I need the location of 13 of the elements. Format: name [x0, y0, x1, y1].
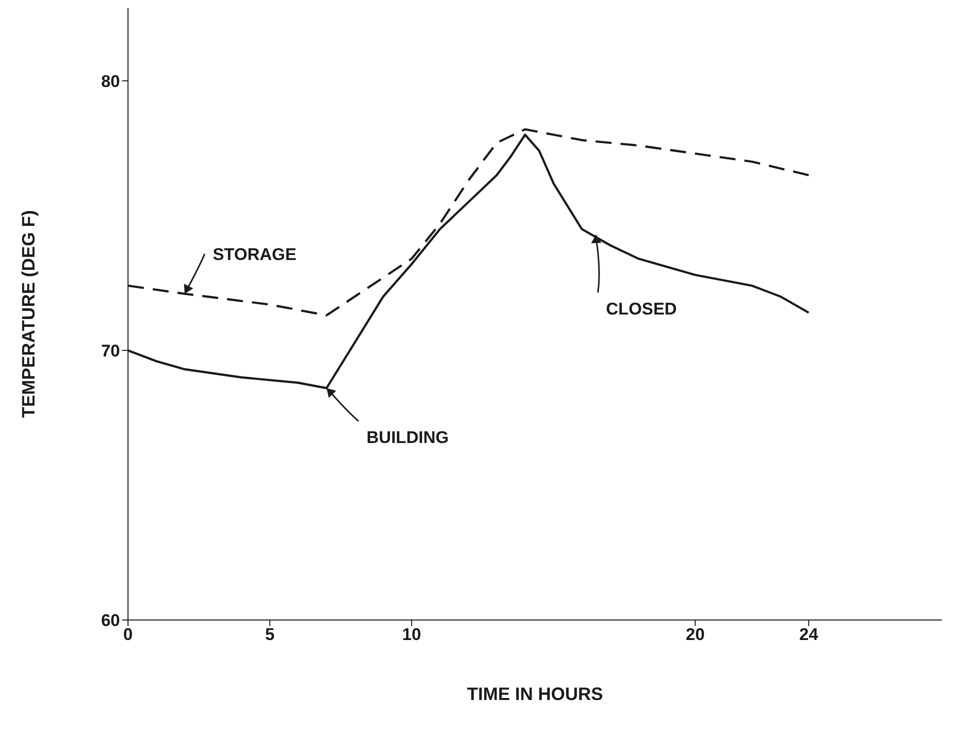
series-label: STORAGE [212, 244, 296, 264]
x-tick-label: 20 [686, 625, 705, 644]
x-tick-label: 24 [799, 625, 819, 644]
x-tick-label: 0 [123, 625, 133, 644]
y-tick-label: 70 [101, 341, 120, 360]
x-tick-label: 10 [402, 625, 422, 644]
annotation: CLOSED [606, 299, 677, 318]
y-axis-title: TEMPERATURE (DEG F) [18, 210, 38, 418]
y-tick-label: 80 [101, 72, 120, 91]
text: BUILDING [366, 428, 449, 448]
x-axis-title: TIME IN HOURS [466, 684, 604, 704]
x-tick-label: 5 [265, 625, 275, 644]
y-tick-label: 60 [101, 611, 120, 630]
